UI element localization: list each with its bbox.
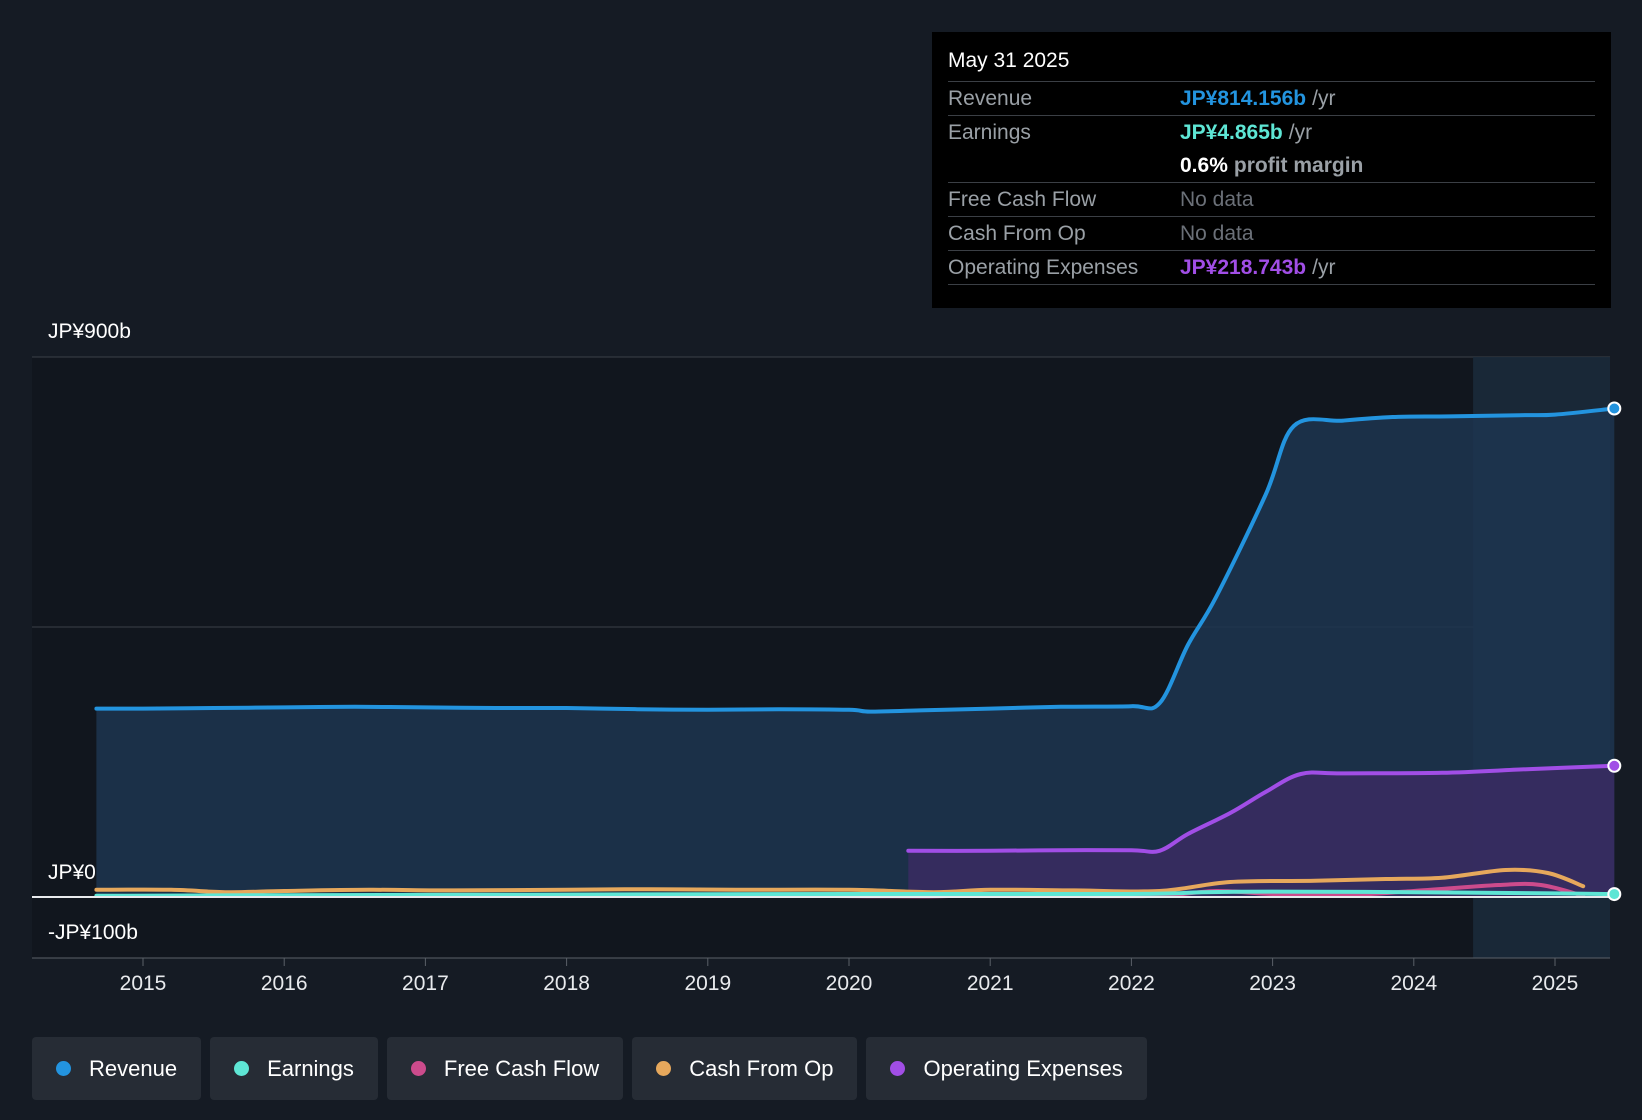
x-tick-label: 2018 [543,972,590,995]
endpoint-revenue [1607,401,1622,416]
endpoint-operating-expenses [1607,758,1622,773]
line-cash-from-op [94,867,1586,895]
tooltip-value: JP¥4.865b [1180,120,1283,144]
tooltip-row-opex: Operating Expenses JP¥218.743b /yr [948,250,1595,285]
x-tick-label: 2021 [967,972,1014,995]
tooltip-row-revenue: Revenue JP¥814.156b /yr [948,81,1595,115]
legend-item-revenue[interactable]: Revenue [32,1037,202,1100]
legend: Revenue Earnings Free Cash Flow Cash Fro… [32,1037,1147,1100]
x-tick-label: 2025 [1532,972,1579,995]
legend-dot-icon [56,1061,71,1076]
series-areas [96,408,1615,897]
x-tick-label: 2020 [826,972,873,995]
endpoint-earnings [1607,887,1622,902]
x-axis-ticks: 2015 2016 2017 2018 2019 2020 2021 2022 2023 2024… [120,958,1579,995]
y-label-top: JP¥900b [48,320,131,343]
y-label-bottom: -JP¥100b [48,921,138,944]
x-tick-label: 2019 [684,972,731,995]
legend-label: Operating Expenses [923,1055,1123,1081]
tooltip-row-fcf: Free Cash Flow No data [948,182,1595,216]
line-earnings [94,889,1617,898]
legend-label: Cash From Op [689,1055,834,1081]
tooltip-unit: profit margin [1233,153,1364,177]
tooltip-unit: /yr [1288,120,1313,144]
tooltip-value: No data [1180,187,1254,211]
legend-dot-icon [890,1061,906,1076]
series-endpoints [1607,401,1622,902]
tooltip-value: No data [1180,221,1254,245]
legend-item-free-cash-flow[interactable]: Free Cash Flow [386,1037,624,1100]
tooltip-value: JP¥814.156b [1180,86,1307,110]
tooltip-label: Cash From Op [948,221,1086,245]
legend-item-cash-from-op[interactable]: Cash From Op [632,1037,858,1100]
x-tick-label: 2023 [1249,972,1296,995]
x-tick-label: 2016 [261,972,308,995]
tooltip-row-earnings: Earnings JP¥4.865b /yr [948,115,1595,149]
tooltip-label: Revenue [948,86,1033,110]
line-revenue [94,406,1617,714]
tooltip-unit: /yr [1312,255,1336,279]
x-tick-label: 2024 [1390,972,1437,995]
legend-label: Revenue [89,1055,178,1081]
tooltip-panel: May 31 2025 Revenue JP¥814.156b /yr Earn… [932,32,1611,308]
legend-dot-icon [410,1061,426,1076]
legend-item-earnings[interactable]: Earnings [210,1037,378,1100]
legend-dot-icon [234,1061,250,1076]
series-lines [94,406,1617,899]
area-operating-expenses [908,765,1615,897]
tooltip-row-cfo: Cash From Op No data [948,216,1595,250]
legend-label: Earnings [267,1055,354,1081]
tooltip-value: JP¥218.743b [1180,255,1307,279]
tooltip-label: Operating Expenses [948,255,1139,279]
tooltip-label: Earnings [948,120,1031,144]
tooltip-row-margin: 0.6% profit margin [948,149,1595,182]
legend-dot-icon [656,1061,672,1076]
legend-label: Free Cash Flow [443,1055,600,1081]
tooltip-unit: /yr [1312,86,1336,110]
tooltip-label: Free Cash Flow [948,187,1097,211]
tooltip-date: May 31 2025 [948,49,1070,72]
legend-item-operating-expenses[interactable]: Operating Expenses [866,1037,1147,1100]
x-tick-label: 2017 [402,972,449,995]
line-operating-expenses [906,763,1617,854]
tooltip-value: 0.6% [1180,153,1228,177]
x-tick-label: 2015 [120,972,167,995]
y-label-zero: JP¥0 [48,861,96,884]
x-tick-label: 2022 [1108,972,1155,995]
area-revenue [96,408,1615,897]
